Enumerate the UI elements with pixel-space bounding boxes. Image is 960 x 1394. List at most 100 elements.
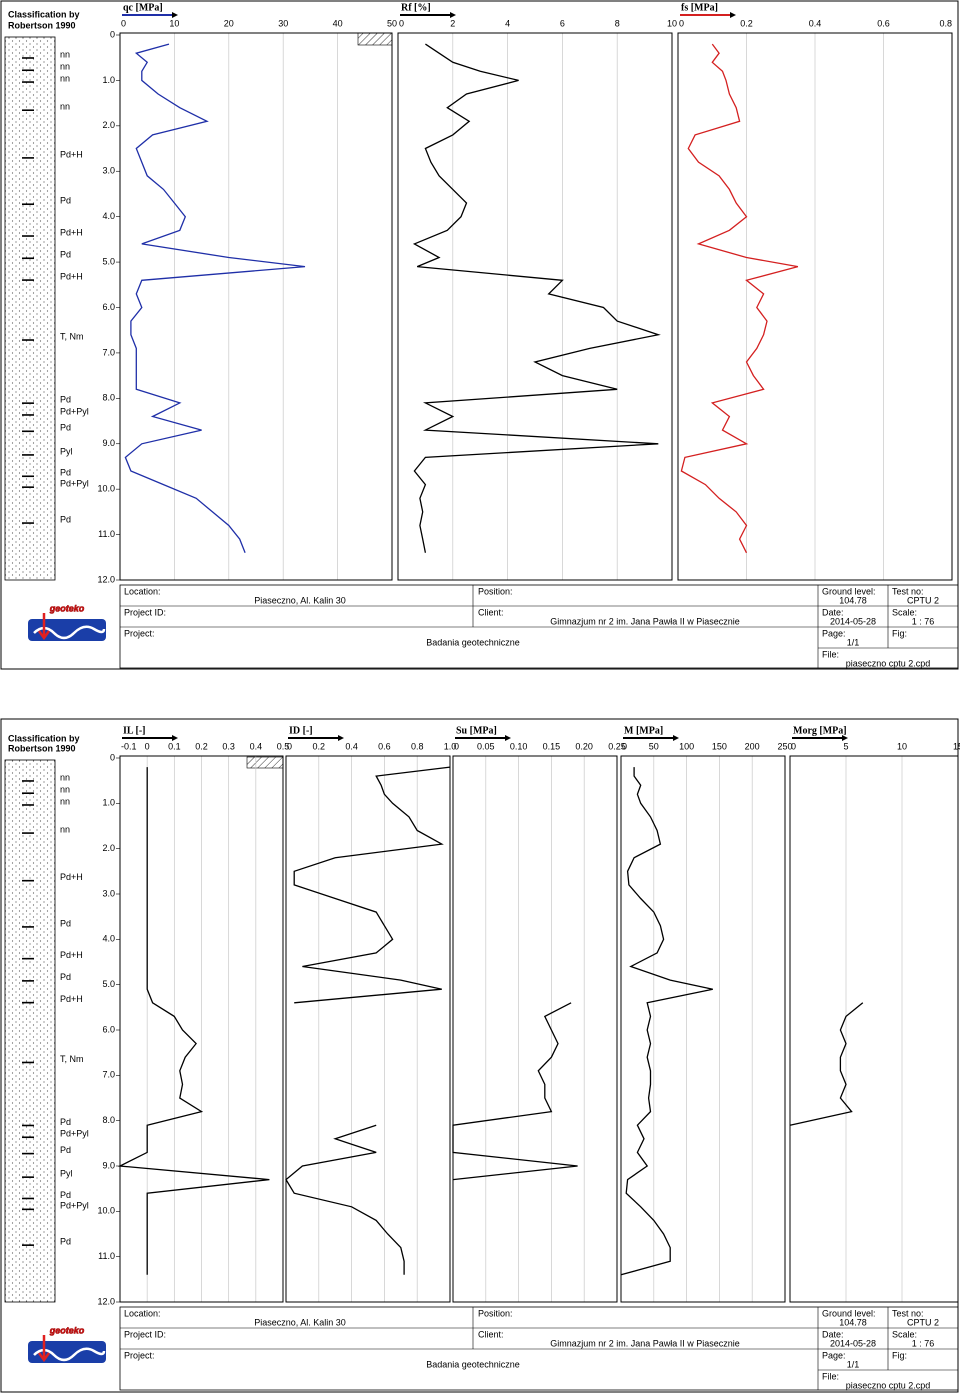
footer-scale-label: Scale: <box>892 607 917 617</box>
layer-label: Pd+H <box>60 950 83 960</box>
axis-arrow-head <box>338 735 344 741</box>
x-tick-label: 0 <box>121 18 126 28</box>
x-tick-label: 0.3 <box>222 741 235 751</box>
layer-label: nn <box>60 785 70 795</box>
layer-label: T, Nm <box>60 331 84 341</box>
depth-tick-label: 9.0 <box>102 1160 115 1170</box>
footer-location-label: Location: <box>124 586 161 596</box>
layer-label: Pd <box>60 1190 71 1200</box>
footer-date-label: Date: <box>822 607 844 617</box>
panel-frame <box>285 755 451 1303</box>
depth-tick-label: 10.0 <box>97 484 115 494</box>
x-tick-label: 0.6 <box>378 741 391 751</box>
layer-label: Pd+H <box>60 271 83 281</box>
footer-project-label: Project: <box>124 628 155 638</box>
x-tick-label: 15 <box>953 741 960 751</box>
logo-arrow <box>37 1335 51 1363</box>
footer-project: Badania geotechniczne <box>426 1359 520 1369</box>
depth-tick-label: 5.0 <box>102 979 115 989</box>
layer-label: Pd <box>60 514 71 524</box>
x-tick-label: 0.4 <box>809 18 822 28</box>
depth-tick-label: 3.0 <box>102 166 115 176</box>
footer-project-id-label: Project ID: <box>124 1329 166 1339</box>
depth-tick-label: 8.0 <box>102 1115 115 1125</box>
x-tick-label: 50 <box>387 18 397 28</box>
x-tick-label: 0 <box>679 18 684 28</box>
panel-frame <box>397 32 673 581</box>
data-line <box>452 1002 578 1181</box>
axis-label: Su [MPa] <box>456 725 497 736</box>
layer-label: Pd <box>60 196 71 206</box>
footer-date: 2014-05-28 <box>830 1338 876 1348</box>
footer-box <box>119 1306 959 1391</box>
layer-label: Pd+H <box>60 149 83 159</box>
footer-box <box>119 584 959 669</box>
footer-date-label: Date: <box>822 1329 844 1339</box>
x-tick-label: 40 <box>333 18 343 28</box>
layer-label: nn <box>60 824 70 834</box>
layer-label: Pd <box>60 1237 71 1247</box>
x-tick-label: 10 <box>169 18 179 28</box>
layer-label: nn <box>60 796 70 806</box>
layer-label: Pd <box>60 423 71 433</box>
depth-tick-label: 12.0 <box>97 574 115 584</box>
hatch-box <box>357 32 393 46</box>
x-tick-label: -0.1 <box>121 741 137 751</box>
depth-tick-label: 4.0 <box>102 934 115 944</box>
layer-label: nn <box>60 73 70 83</box>
depth-tick-label: 2.0 <box>102 843 115 853</box>
footer-client-label: Client: <box>478 1329 504 1339</box>
logo-wave <box>33 1347 106 1362</box>
depth-tick-label: 11.0 <box>98 529 115 539</box>
panel-frame <box>789 755 959 1303</box>
data-line <box>293 766 451 1004</box>
layer-label: Pd <box>60 1117 71 1127</box>
x-tick-label: 0.2 <box>195 741 208 751</box>
depth-tick-label: 6.0 <box>102 1024 115 1034</box>
footer-fig-label: Fig: <box>892 628 907 638</box>
data-line <box>285 1124 405 1275</box>
layer-label: Pd+Pyl <box>60 479 89 489</box>
logo-badge <box>28 619 106 641</box>
data-line <box>412 43 661 553</box>
classification-title: Classification by <box>8 9 80 19</box>
axis-arrow-head <box>172 735 178 741</box>
logo-text: geoteko <box>49 1325 85 1335</box>
data-line <box>117 767 270 1275</box>
x-tick-label: 0 <box>145 741 150 751</box>
x-tick-label: 0.2 <box>313 741 326 751</box>
classification-title: Classification by <box>8 733 80 743</box>
depth-tick-label: 2.0 <box>102 120 115 130</box>
x-tick-label: 0.15 <box>543 741 561 751</box>
axis-label: IL [-] <box>123 725 146 736</box>
depth-tick-label: 7.0 <box>102 1070 115 1080</box>
axis-arrow-head <box>730 12 736 18</box>
x-tick-label: 0.6 <box>877 18 890 28</box>
axis-arrow-head <box>842 735 848 741</box>
footer-ground-level: 104.78 <box>839 595 867 605</box>
layer-label: Pd <box>60 972 71 982</box>
x-tick-label: 8 <box>615 18 620 28</box>
depth-tick-label: 0 <box>110 29 115 39</box>
footer-file-label: File: <box>822 1371 839 1381</box>
depth-tick-label: 0 <box>110 752 115 762</box>
x-tick-label: 4 <box>505 18 510 28</box>
layer-label: Pd+H <box>60 872 83 882</box>
depth-tick-label: 5.0 <box>102 256 115 266</box>
data-line <box>620 767 713 1276</box>
depth-tick-label: 1.0 <box>102 75 115 85</box>
footer-test-no: CPTU 2 <box>907 595 939 605</box>
footer-test-no-label: Test no: <box>892 1308 924 1318</box>
layer-label: Pyl <box>60 1169 73 1179</box>
footer-project-label: Project: <box>124 1350 155 1360</box>
x-tick-label: 250 <box>777 741 792 751</box>
classification-title: Robertson 1990 <box>8 743 76 753</box>
footer-page-label: Page: <box>822 628 846 638</box>
x-tick-label: 0.8 <box>411 741 424 751</box>
axis-arrow-head <box>450 12 456 18</box>
panel-frame <box>119 32 393 581</box>
layer-label: nn <box>60 102 70 112</box>
x-tick-label: 20 <box>224 18 234 28</box>
footer-client-label: Client: <box>478 607 504 617</box>
